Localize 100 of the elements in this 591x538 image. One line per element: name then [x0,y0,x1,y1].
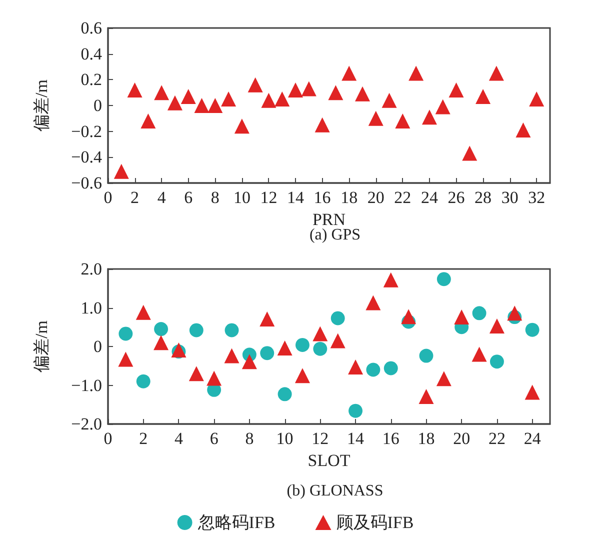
y-tick-label: −1.0 [71,376,102,395]
x-tick-label: 26 [448,188,465,207]
point [419,348,434,363]
point [524,384,540,400]
point [348,404,363,418]
point [328,85,344,100]
point [489,318,504,334]
point [206,370,222,386]
point [167,95,182,110]
point [462,146,478,161]
y-axis-title: 偏差/m [32,80,51,132]
point [224,348,240,364]
point [301,81,316,96]
point [277,340,292,356]
point [114,164,129,179]
x-tick-label: 30 [501,188,518,207]
point [294,368,310,384]
point [189,323,204,338]
point [118,326,133,341]
point [295,338,310,352]
point [348,360,364,375]
point [418,388,434,404]
point [330,311,345,326]
x-tick-label: 14 [347,429,365,448]
x-tick-label: 24 [420,188,438,207]
point [368,110,384,126]
x-tick-label: 16 [382,429,400,448]
y-tick-label: 2.0 [80,260,102,278]
point [395,114,410,128]
point [384,361,398,376]
x-tick-label: 20 [453,429,470,448]
point [366,362,380,377]
point [490,354,504,369]
x-tick-label: 28 [474,188,492,207]
x-axis-title: SLOT [308,451,351,470]
y-tick-label: 0.4 [80,44,102,64]
point [422,110,437,125]
point [180,88,196,104]
y-tick-label: −0.6 [71,174,102,192]
y-tick-label: 0.6 [80,18,102,38]
x-tick-label: 18 [340,188,358,207]
point [154,322,168,336]
x-tick-label: 18 [418,429,435,448]
y-tick-label: −2.0 [71,414,102,434]
point [401,309,416,324]
x-tick-label: 12 [312,429,329,448]
point [278,387,292,402]
point [488,66,504,81]
point [208,98,223,113]
point [354,86,370,102]
point [383,272,398,288]
point [221,92,236,107]
point [476,88,491,104]
y-tick-label: 0 [94,337,102,356]
point [248,77,263,92]
legend-label: 忽略码IFB [196,513,276,532]
point [274,92,290,107]
point [136,374,150,388]
x-tick-label: 22 [394,188,412,207]
point [136,304,151,320]
legend-label: 顾及码IFB [336,513,414,532]
y-tick-label: 0 [94,96,102,115]
point [330,333,346,348]
text: (a) GPS [309,226,361,244]
point [312,326,328,342]
point [188,366,204,382]
x-tick-label: 12 [260,188,278,207]
y-tick-label: 0.2 [80,70,102,90]
point [313,342,328,356]
point [234,118,250,134]
x-tick-label: 16 [314,188,331,207]
point [118,352,134,367]
x-tick-label: 20 [367,188,384,207]
point [436,272,451,286]
point [242,354,257,370]
point [194,98,210,113]
point [436,371,452,386]
point [525,322,540,337]
point [472,346,487,362]
point [342,66,357,81]
point [260,346,274,360]
point [507,306,522,321]
x-tick-label: 10 [233,188,250,207]
x-tick-label: 6 [210,429,218,448]
point [154,85,170,100]
x-tick-label: 2 [139,429,148,448]
point [127,82,142,98]
point [260,311,275,326]
x-tick-label: 24 [524,429,542,448]
x-axis-title: PRN [312,210,346,229]
y-tick-label: 1.0 [80,298,102,318]
point [472,306,486,320]
point [516,122,531,138]
text: (b) GLONASS [286,482,384,500]
point [529,92,544,107]
point [382,92,397,108]
point [154,335,169,350]
point [366,295,381,310]
x-tick-label: 2 [130,188,140,207]
x-tick-label: 10 [276,429,294,448]
